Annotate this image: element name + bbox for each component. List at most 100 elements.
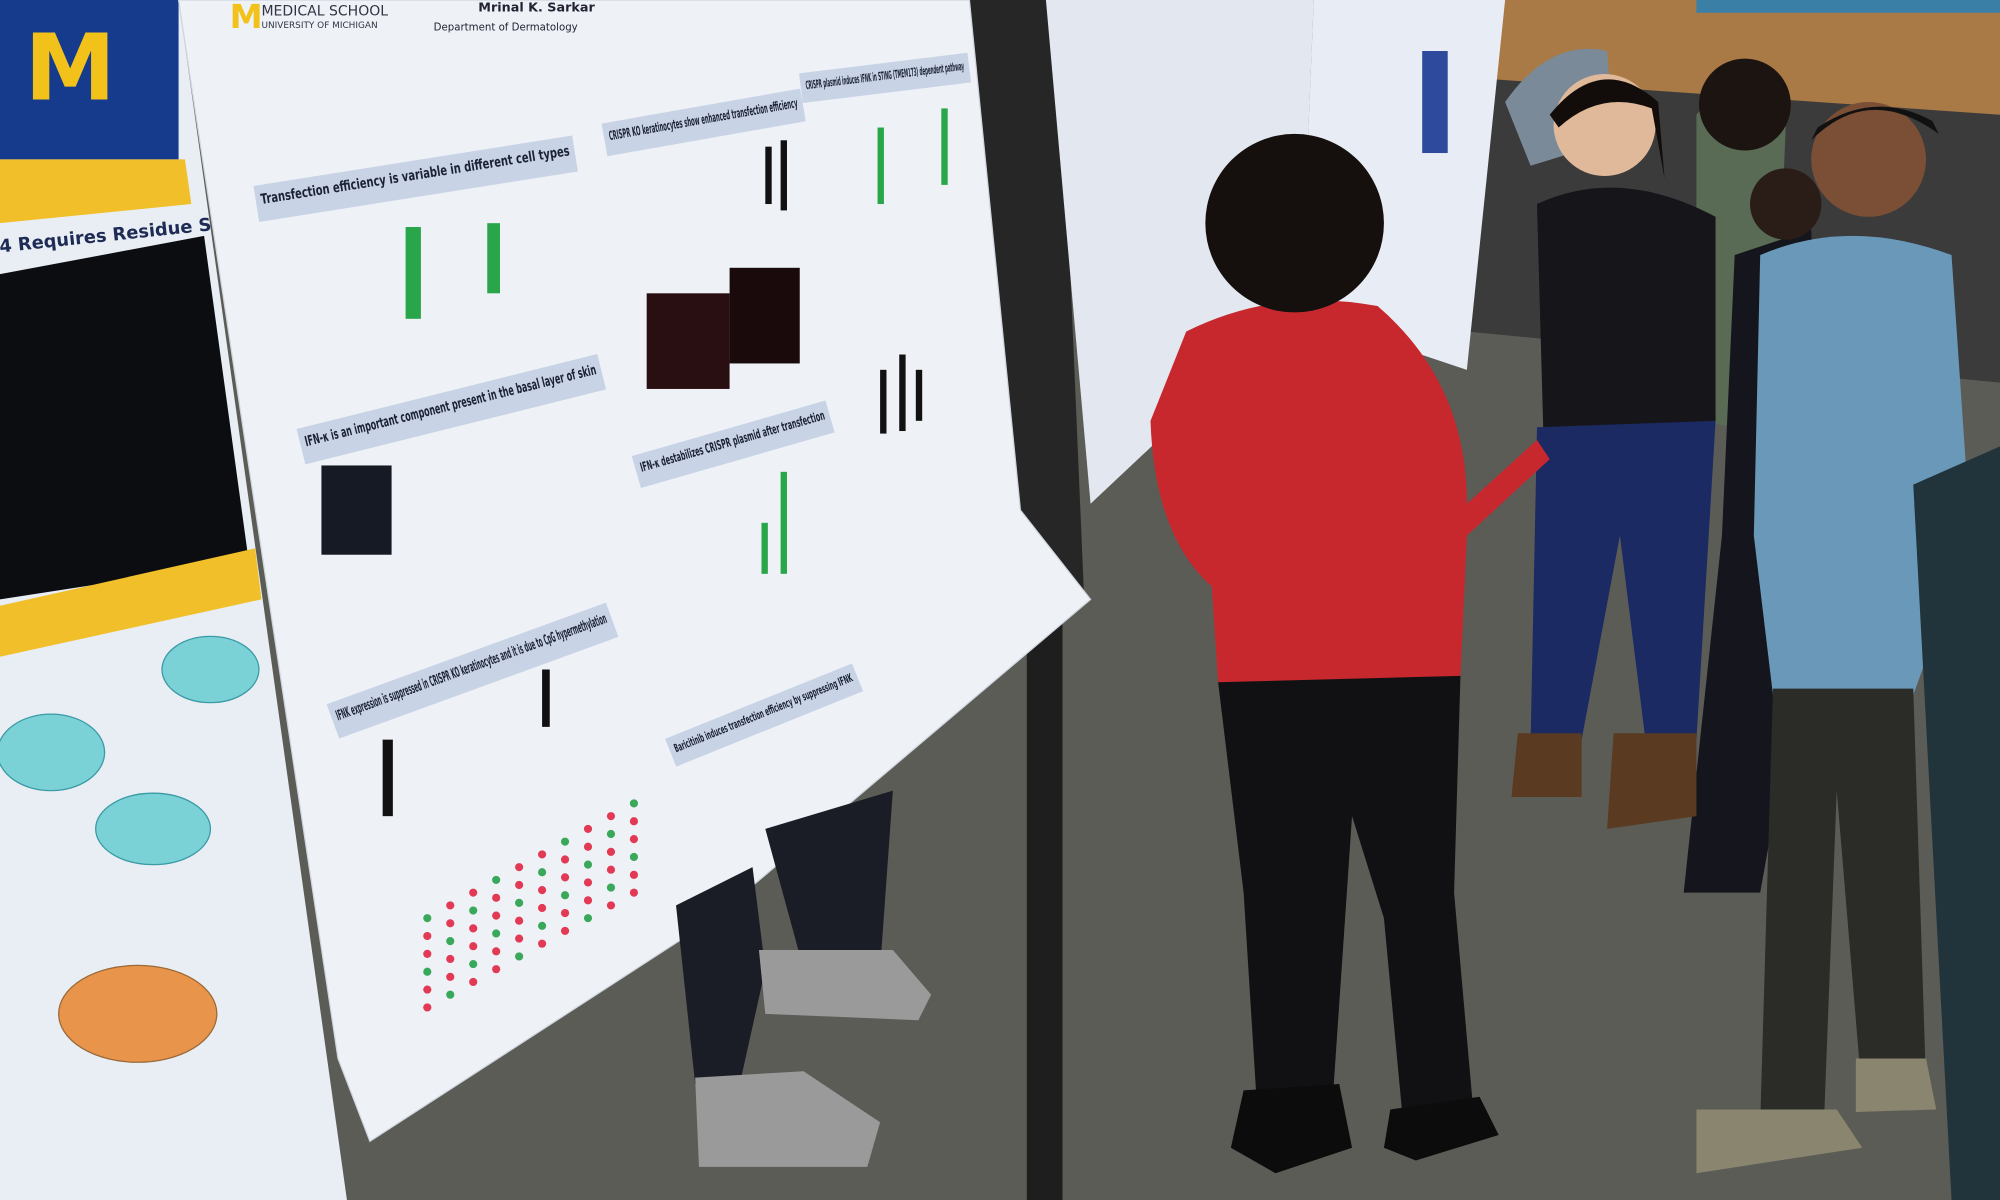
section-heading-bg — [253, 135, 578, 222]
person — [1753, 235, 1971, 696]
dot — [606, 847, 616, 856]
dot — [538, 850, 547, 859]
dot — [492, 875, 501, 884]
dot — [469, 977, 478, 987]
dot — [560, 926, 570, 936]
university: UNIVERSITY OF MICHIGAN — [261, 21, 377, 31]
dot — [560, 891, 570, 900]
dot — [515, 916, 524, 925]
logo: M — [230, 0, 263, 36]
dot — [583, 896, 593, 905]
dot — [629, 817, 639, 826]
dot — [492, 947, 501, 956]
yellow-band — [0, 159, 192, 224]
dot — [446, 990, 455, 999]
dot — [423, 985, 432, 994]
dot — [629, 870, 639, 879]
hair — [1205, 133, 1384, 313]
head — [1698, 58, 1791, 151]
dot — [583, 878, 593, 887]
dot — [492, 911, 501, 920]
sneakers — [695, 950, 932, 1167]
cell-drawing — [161, 635, 260, 704]
hair — [1549, 79, 1665, 179]
head — [1811, 102, 1927, 217]
dot — [538, 939, 547, 948]
dot — [583, 914, 593, 923]
dot — [423, 914, 432, 923]
pole — [1026, 612, 1063, 1200]
trousers — [1760, 688, 1927, 1123]
dot — [423, 1003, 432, 1012]
dot — [560, 837, 570, 846]
shoes — [1696, 1058, 1937, 1174]
dot — [469, 960, 478, 969]
dot — [446, 937, 455, 946]
dot — [606, 901, 616, 910]
dot — [492, 929, 501, 938]
head — [1750, 168, 1822, 240]
dot — [606, 812, 616, 821]
legs — [676, 790, 893, 1084]
dot — [515, 880, 524, 890]
dot — [423, 949, 432, 958]
section-heading-bg — [326, 602, 619, 739]
dot — [629, 888, 639, 897]
dot — [469, 924, 478, 933]
dot — [606, 883, 616, 892]
dot — [629, 835, 639, 844]
section-heading-bg — [799, 52, 972, 104]
person — [1536, 187, 1716, 434]
dot — [515, 898, 524, 907]
author: Mrinal K. Sarkar — [478, 0, 595, 15]
dot — [446, 954, 455, 964]
section-heading-bg — [296, 354, 607, 465]
dot — [446, 901, 455, 910]
cell-drawing — [95, 792, 212, 866]
dot — [515, 934, 524, 943]
dot — [446, 972, 455, 981]
board — [963, 0, 1085, 638]
dot — [469, 888, 478, 897]
dot — [538, 903, 547, 913]
methylation-dots — [423, 799, 639, 1012]
dot — [469, 942, 478, 951]
poster-banner — [0, 0, 179, 160]
dot — [469, 906, 478, 915]
dot — [515, 863, 524, 872]
dot — [538, 921, 547, 930]
dot — [629, 799, 639, 808]
dot — [538, 868, 547, 877]
dot — [583, 842, 593, 851]
dot — [446, 919, 455, 928]
poster-image — [1422, 51, 1448, 154]
dot — [629, 852, 639, 862]
department: Department of Dermatology — [434, 23, 578, 34]
dot — [583, 860, 593, 869]
dot — [538, 886, 547, 895]
dot — [583, 824, 593, 833]
dot — [492, 965, 501, 974]
dot — [560, 873, 570, 882]
trousers — [1218, 675, 1474, 1123]
dot — [560, 855, 570, 864]
shoes — [1230, 1083, 1499, 1174]
dot — [515, 952, 524, 961]
hair — [1811, 106, 1939, 141]
screen — [1696, 0, 2000, 13]
dot — [423, 967, 432, 976]
dot — [492, 893, 501, 902]
cell-drawing — [0, 713, 106, 792]
section-heading-bg — [601, 88, 806, 157]
yellow-band — [0, 548, 262, 657]
dot — [423, 931, 432, 941]
dish-drawing — [58, 964, 218, 1063]
section-heading-bg — [631, 400, 835, 488]
charts — [321, 108, 948, 817]
section-heading-bg — [665, 663, 864, 767]
person — [1150, 300, 1550, 691]
dot — [606, 865, 616, 874]
logo: M — [24, 14, 115, 121]
